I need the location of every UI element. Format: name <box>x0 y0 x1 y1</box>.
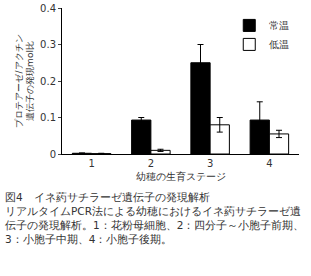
svg-text:1: 1 <box>88 158 94 169</box>
svg-text:0.4: 0.4 <box>40 3 56 14</box>
svg-text:常温: 常温 <box>269 20 289 31</box>
svg-text:低温: 低温 <box>269 39 289 50</box>
svg-text:0.2: 0.2 <box>40 76 56 87</box>
svg-text:0: 0 <box>50 149 56 160</box>
svg-text:0.3: 0.3 <box>40 39 56 50</box>
svg-text:3: 3 <box>207 158 213 169</box>
html-text:図4 イネ葯サチラーゼ遺伝子の発現解析: 図4 イネ葯サチラーゼ遺伝子の発現解析 <box>5 191 210 203</box>
svg-text:0.1: 0.1 <box>40 112 56 123</box>
svg-text:幼穂の生育ステージ: 幼穂の生育ステージ <box>136 171 226 182</box>
svg-text:4: 4 <box>266 158 272 169</box>
svg-text:プロテアーゼ/アクチン遺伝子の発現mol比: プロテアーゼ/アクチン遺伝子の発現mol比 <box>14 34 36 127</box>
html-text:リアルタイムPCR法による幼穂におけるイネ葯サチラーゼ遺伝子: リアルタイムPCR法による幼穂におけるイネ葯サチラーゼ遺伝子の発現解析。1：花粉… <box>5 205 305 245</box>
svg-text:2: 2 <box>148 158 154 169</box>
